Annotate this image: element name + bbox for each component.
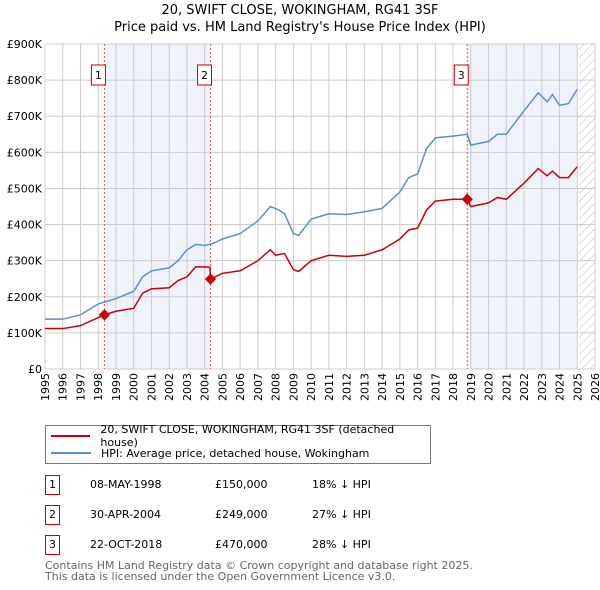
legend-item-property: 20, SWIFT CLOSE, WOKINGHAM, RG41 3SF (de… — [46, 423, 430, 449]
x-tick-label: 1998 — [92, 373, 105, 401]
x-tick-label: 2010 — [305, 373, 318, 401]
y-tick-label: £500K — [7, 182, 43, 195]
x-tick-label: 2015 — [394, 373, 407, 401]
x-tick-label: 2021 — [500, 373, 513, 401]
y-tick-label: £400K — [7, 219, 43, 232]
x-tick-label: 2012 — [341, 373, 354, 401]
x-tick-label: 2020 — [483, 373, 496, 401]
legend-swatch-red — [51, 435, 91, 437]
sale-price: £150,000 — [215, 478, 268, 491]
sale-row: 1 08-MAY-1998 £150,000 18% ↓ HPI — [45, 475, 465, 495]
sale-price: £249,000 — [215, 508, 268, 521]
sale-hpi-diff: 27% ↓ HPI — [312, 508, 371, 521]
series-line — [45, 88, 578, 320]
legend: 20, SWIFT CLOSE, WOKINGHAM, RG41 3SF (de… — [45, 423, 431, 464]
legend-item-hpi: HPI: Average price, detached house, Woki… — [46, 445, 369, 461]
x-tick-label: 2023 — [536, 373, 549, 401]
y-tick-label: £800K — [7, 74, 43, 87]
footer: Contains HM Land Registry data © Crown c… — [45, 560, 473, 582]
x-tick-label: 2013 — [358, 373, 371, 401]
x-tick-label: 2018 — [447, 373, 460, 401]
sale-date: 30-APR-2004 — [90, 508, 162, 521]
y-tick-label: £200K — [7, 291, 43, 304]
sale-marker-box — [453, 64, 469, 86]
sale-marker-label: 1 — [95, 69, 102, 82]
sale-marker-box — [90, 64, 106, 86]
sale-hpi-diff: 18% ↓ HPI — [312, 478, 371, 491]
x-tick-label: 2014 — [376, 373, 389, 401]
x-tick-label: 2011 — [323, 373, 336, 401]
legend-label: 20, SWIFT CLOSE, WOKINGHAM, RG41 3SF (de… — [100, 423, 395, 449]
x-tick-label: 2025 — [571, 373, 584, 401]
footer-line-1: Contains HM Land Registry data © Crown c… — [45, 559, 473, 572]
x-tick-label: 2003 — [181, 373, 194, 401]
x-tick-label: 2005 — [216, 373, 229, 401]
sale-row: 2 30-APR-2004 £249,000 27% ↓ HPI — [45, 505, 465, 525]
plot-frame — [44, 43, 596, 370]
x-tick-label: 2000 — [128, 373, 141, 401]
legend-swatch-blue — [51, 452, 91, 454]
sale-marker-box — [197, 64, 213, 86]
plot-area: 1995 1996 1997 1998 1999 2000 2001 2002 2003 2004… — [7, 38, 600, 401]
legend-label: HPI: Average price, detached house, Woki… — [101, 446, 370, 460]
x-tick-label: 2001 — [145, 373, 158, 401]
sale-hpi-diff: 28% ↓ HPI — [312, 538, 371, 551]
future-hatch — [579, 44, 595, 369]
series-line — [45, 166, 578, 330]
x-tick-label: 2009 — [287, 373, 300, 401]
sale-marker-label: 3 — [458, 69, 465, 82]
x-tick-label: 2026 — [589, 373, 600, 401]
x-tick-label: 2004 — [199, 373, 212, 401]
chart-title: 20, SWIFT CLOSE, WOKINGHAM, RG41 3SF — [161, 3, 439, 18]
y-tick-label: £600K — [7, 146, 43, 159]
sale-date: 08-MAY-1998 — [90, 478, 162, 491]
sale-date: 22-OCT-2018 — [90, 538, 163, 551]
y-tick-label: £900K — [7, 38, 43, 51]
y-tick-label: £0 — [28, 363, 42, 376]
footer-line-2: This data is licensed under the Open Gov… — [45, 570, 396, 583]
y-tick-label: £100K — [7, 327, 43, 340]
chart-subtitle: Price paid vs. HM Land Registry's House … — [114, 20, 486, 35]
x-tick-label: 1999 — [110, 373, 123, 401]
x-tick-label: 2024 — [554, 373, 567, 401]
x-tick-label: 2008 — [270, 373, 283, 401]
y-tick-label: £700K — [7, 110, 43, 123]
sale-point — [204, 273, 217, 285]
y-tick-label: £300K — [7, 255, 43, 268]
shaded-period — [104, 44, 211, 369]
x-tick-label: 1996 — [57, 373, 70, 401]
x-tick-label: 2019 — [465, 373, 478, 401]
x-tick-label: 2007 — [252, 373, 265, 401]
x-tick-label: 2006 — [234, 373, 247, 401]
x-tick-label: 2017 — [429, 373, 442, 401]
x-tick-label: 2022 — [518, 373, 531, 401]
sale-marker-badge: 3 — [45, 535, 60, 555]
sale-marker-badge: 2 — [45, 505, 60, 525]
x-tick-label: 1997 — [74, 373, 87, 401]
x-tick-label: 2016 — [412, 373, 425, 401]
x-tick-label: 2002 — [163, 373, 176, 401]
sale-price: £470,000 — [215, 538, 268, 551]
shaded-period — [467, 44, 578, 369]
sale-row: 3 22-OCT-2018 £470,000 28% ↓ HPI — [45, 535, 465, 555]
x-tick-label: 1995 — [39, 373, 52, 401]
sale-point — [461, 193, 473, 205]
sale-marker-label: 2 — [201, 69, 208, 82]
sale-marker-badge: 1 — [45, 475, 60, 495]
